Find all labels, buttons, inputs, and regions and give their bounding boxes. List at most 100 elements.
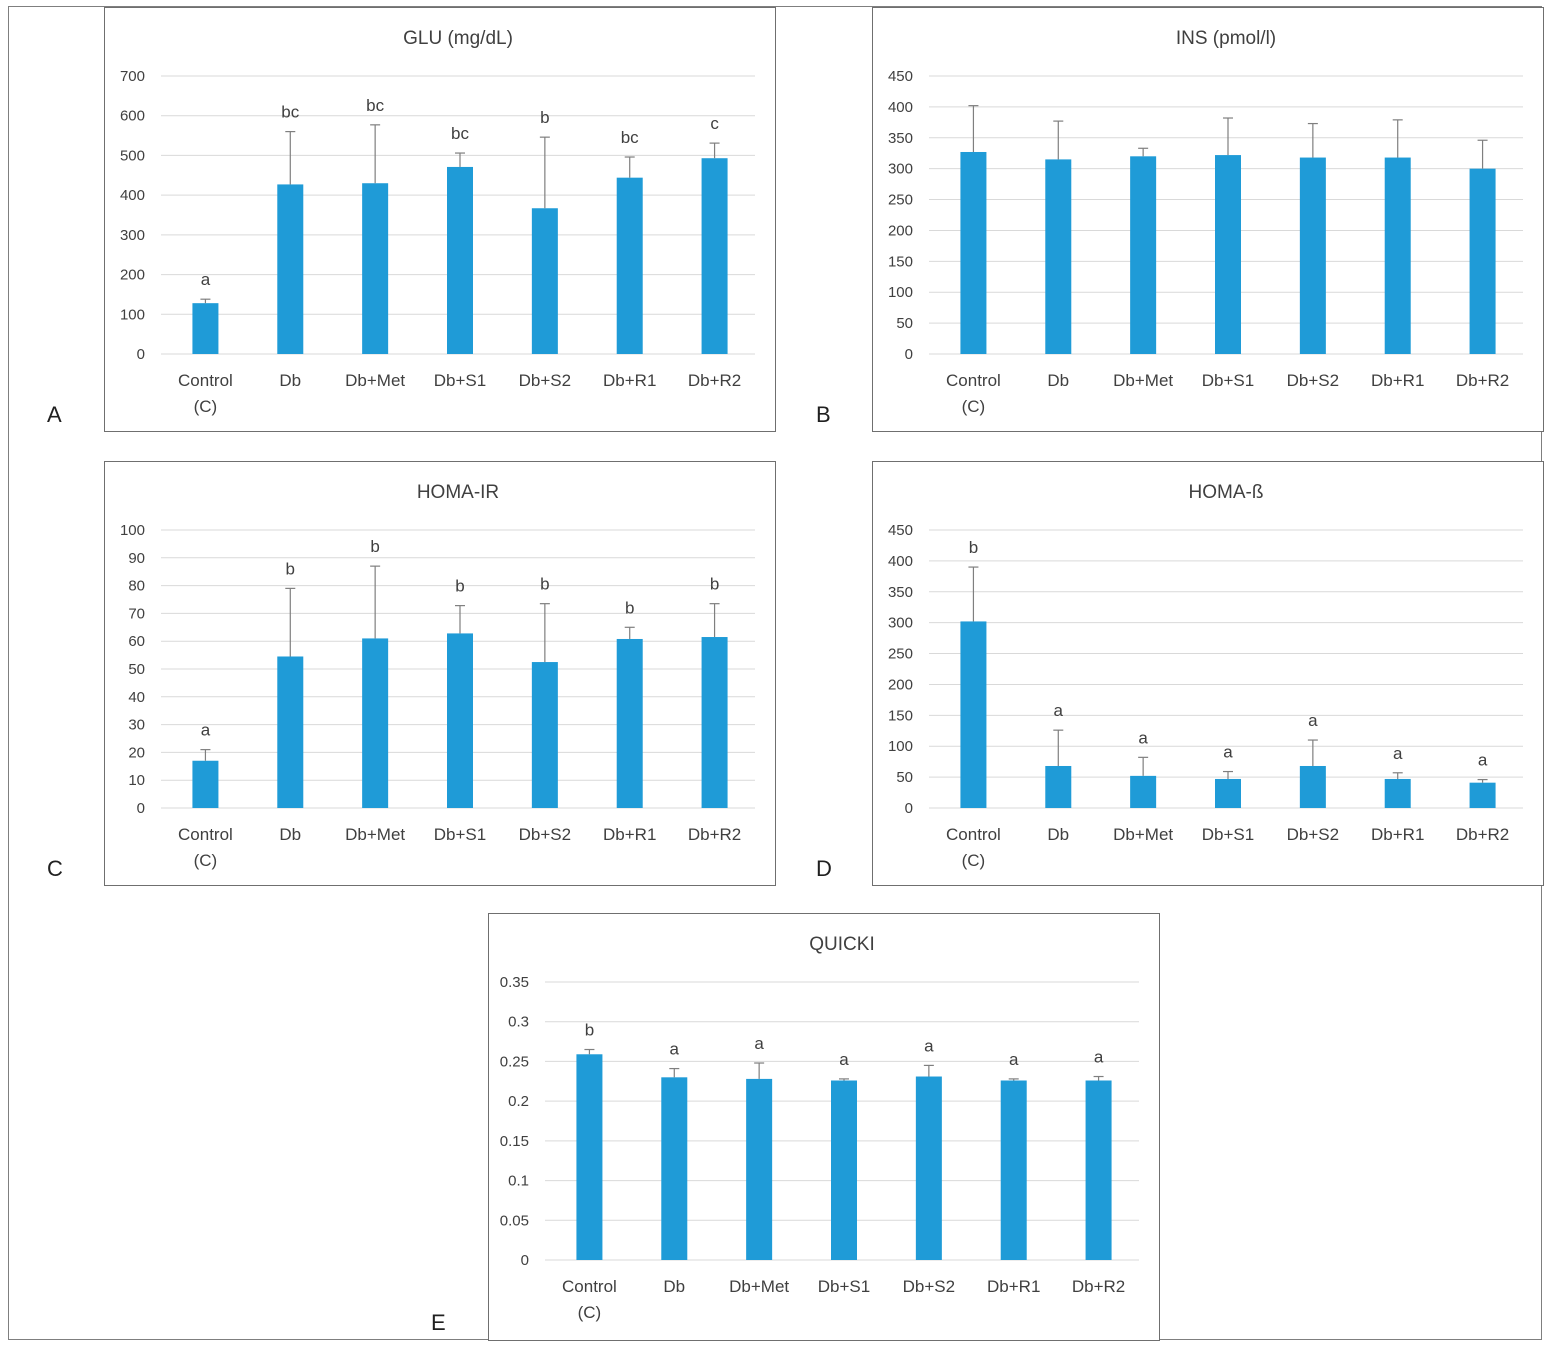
y-tick-label: 0	[521, 1252, 529, 1269]
x-category-label: Db	[663, 1277, 685, 1296]
significance-letter: bc	[366, 96, 384, 115]
x-category-label-line: (C)	[962, 851, 986, 870]
x-category-label: Db+S1	[818, 1277, 870, 1296]
significance-letter: b	[286, 559, 295, 578]
y-tick-label: 400	[888, 553, 913, 570]
bar	[1130, 775, 1157, 808]
y-tick-label: 150	[888, 707, 913, 724]
x-category-label-line: Db+R2	[1072, 1277, 1125, 1296]
x-category-label-line: Db+S1	[818, 1277, 870, 1296]
bar	[1469, 782, 1496, 808]
x-category-label: Db+S2	[1287, 825, 1339, 844]
x-category-label-line: Control	[178, 825, 233, 844]
x-category-label: Db+S2	[519, 371, 571, 390]
significance-letter: b	[969, 538, 978, 557]
x-category-label-line: Db+S2	[903, 1277, 955, 1296]
x-category-label: Db+S2	[519, 825, 571, 844]
chart-title: HOMA-ß	[1189, 482, 1264, 503]
y-tick-label: 0	[905, 800, 913, 817]
x-category-label-line: Db+R2	[1456, 825, 1509, 844]
y-tick-label: 0	[137, 800, 145, 817]
y-tick-label: 0.35	[500, 974, 529, 991]
y-tick-label: 0.2	[508, 1093, 529, 1110]
x-category-label: Db+R1	[603, 825, 656, 844]
chart-panel-a: GLU (mg/dL) 0 100 200 300 400 500 600 700 a Contro…	[104, 7, 776, 432]
y-tick-label: 350	[888, 584, 913, 601]
x-category-label-line: Db+Met	[345, 371, 405, 390]
chart-title: GLU (mg/dL)	[403, 28, 513, 49]
x-category-label: Control (C)	[178, 371, 233, 416]
significance-letter: b	[370, 537, 379, 556]
x-category-label: Db	[279, 371, 301, 390]
bar	[960, 151, 987, 354]
significance-letter: a	[1094, 1048, 1104, 1067]
x-category-label-line: Control	[562, 1277, 617, 1296]
significance-letter: a	[201, 270, 211, 289]
bar	[616, 177, 643, 354]
x-category-label: Db+S2	[1287, 371, 1339, 390]
bar	[960, 621, 987, 808]
chart-title: INS (pmol/l)	[1176, 28, 1276, 49]
x-category-label-line: Db+R1	[1371, 371, 1424, 390]
x-category-label: Db+R2	[1456, 825, 1509, 844]
x-category-label: Db+R2	[1072, 1277, 1125, 1296]
y-tick-label: 20	[128, 744, 145, 761]
significance-letter: a	[839, 1050, 849, 1069]
y-tick-label: 30	[128, 717, 145, 734]
y-tick-label: 0.05	[500, 1212, 529, 1229]
y-tick-label: 50	[896, 315, 913, 332]
x-category-label-line: Db	[1047, 371, 1069, 390]
bar	[447, 633, 473, 808]
x-category-label-line: (C)	[962, 397, 986, 416]
x-category-label-line: Db+R1	[603, 371, 656, 390]
significance-letter: b	[625, 598, 634, 617]
y-tick-label: 600	[120, 108, 145, 125]
bar	[1045, 159, 1072, 354]
significance-letter: bc	[281, 103, 299, 122]
panel-letter-e: E	[431, 1310, 446, 1335]
bar	[192, 303, 219, 354]
y-tick-label: 450	[888, 522, 913, 539]
bar	[1299, 157, 1326, 354]
y-tick-label: 200	[888, 222, 913, 239]
bar	[1130, 156, 1157, 354]
significance-letter: b	[455, 577, 464, 596]
y-tick-label: 300	[888, 615, 913, 632]
x-category-label-line: Db	[279, 825, 301, 844]
bar	[831, 1080, 857, 1260]
significance-letter: a	[1138, 728, 1148, 747]
x-category-label-line: Db+Met	[1113, 371, 1173, 390]
chart-svg-c: HOMA-IR 0 10 20 30 40 50 60 70 80 90 100 a Control (C)…	[120, 482, 755, 870]
significance-letter: b	[585, 1021, 594, 1040]
bar	[1085, 1080, 1112, 1260]
y-tick-label: 400	[888, 99, 913, 116]
x-category-label-line: Db+R1	[987, 1277, 1040, 1296]
y-tick-label: 700	[120, 68, 145, 85]
x-category-label: Db	[1047, 371, 1069, 390]
significance-letter: a	[1478, 751, 1488, 770]
chart-svg-d: HOMA-ß 0 50 100 150 200 250 300 350 400 450 b Contro…	[888, 482, 1523, 870]
x-category-label-line: Db+S2	[519, 371, 571, 390]
significance-letter: a	[1009, 1050, 1019, 1069]
significance-letter: a	[1308, 711, 1318, 730]
y-tick-label: 200	[120, 267, 145, 284]
significance-letter: b	[540, 108, 549, 127]
x-category-label-line: Db+S2	[1287, 371, 1339, 390]
x-category-label: Db+R2	[688, 825, 741, 844]
y-tick-label: 90	[128, 550, 145, 567]
significance-letter: a	[1223, 743, 1233, 762]
chart-title: QUICKI	[809, 934, 874, 955]
x-category-label: Db+S1	[434, 371, 486, 390]
bar	[1215, 155, 1241, 354]
significance-letter: a	[1393, 744, 1403, 763]
bar	[1384, 778, 1411, 808]
y-tick-label: 150	[888, 253, 913, 270]
x-category-label-line: Db+S1	[434, 371, 486, 390]
x-category-label: Db	[279, 825, 301, 844]
y-tick-label: 0	[137, 346, 145, 363]
bar	[531, 662, 558, 808]
x-category-label: Control (C)	[178, 825, 233, 870]
y-tick-label: 80	[128, 578, 145, 595]
x-category-label: Control (C)	[946, 825, 1001, 870]
y-tick-label: 50	[896, 769, 913, 786]
